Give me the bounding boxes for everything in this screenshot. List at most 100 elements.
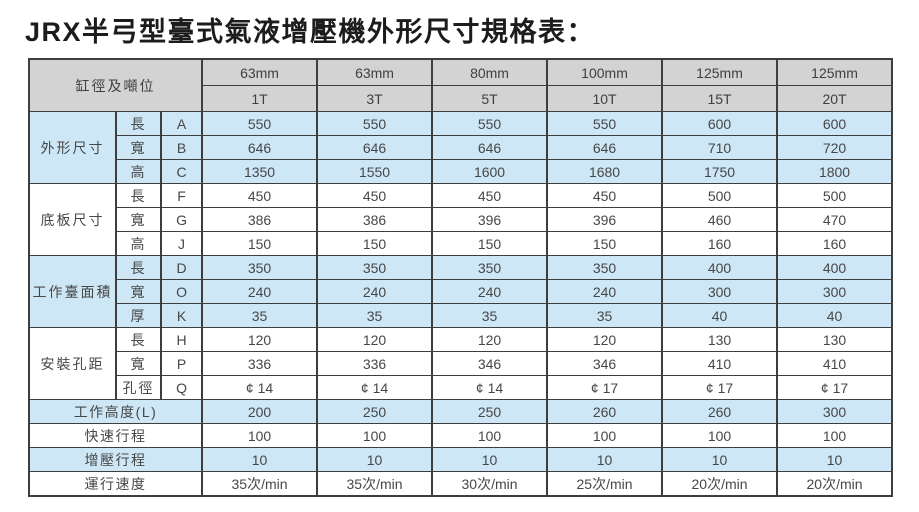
dimension-label-cell: 高 [115, 159, 162, 184]
value-cell: 35次/min [316, 471, 434, 497]
dimension-label-cell: 長 [115, 183, 162, 208]
value-cell: 240 [201, 279, 319, 304]
tonnage-header-cell: 5T [431, 85, 549, 112]
dimension-label-cell: 高 [115, 231, 162, 256]
value-cell: 35次/min [201, 471, 319, 497]
value-cell: 120 [201, 327, 319, 352]
code-label-cell: J [159, 231, 204, 256]
value-cell: 40 [661, 303, 779, 328]
tonnage-header-cell: 3T [316, 85, 434, 112]
group-label-cell: 工作臺面積 [28, 255, 117, 328]
table-row: 工作臺面積 長 D 350 350 350 350 400 400 [28, 255, 894, 328]
bore-header-cell: 125mm [776, 58, 894, 86]
value-cell: 240 [316, 279, 434, 304]
tonnage-header-cell: 10T [546, 85, 664, 112]
code-label-cell: A [159, 111, 204, 136]
value-cell: 550 [201, 111, 319, 136]
value-cell: 550 [316, 111, 434, 136]
value-cell: 646 [316, 135, 434, 160]
value-cell: 120 [546, 327, 664, 352]
code-label-cell: C [159, 159, 204, 184]
code-label-cell: Q [159, 375, 204, 400]
value-cell: 470 [776, 207, 894, 232]
code-label-cell: D [159, 255, 204, 280]
value-cell: 300 [776, 279, 894, 304]
value-cell: 100 [661, 423, 779, 448]
value-cell: 100 [201, 423, 319, 448]
value-cell: 150 [201, 231, 319, 256]
table-row: 工作高度(L) 200 250 250 260 260 300 [27, 399, 894, 424]
dimension-label-cell: 長 [115, 111, 162, 136]
bore-header-cell: 100mm [546, 58, 664, 86]
value-cell: 10 [431, 447, 549, 472]
table-row: 厚 K 35 35 35 35 40 40 [29, 303, 894, 328]
value-cell: ¢ 17 [661, 375, 779, 400]
tonnage-header-cell: 15T [661, 85, 779, 112]
value-cell: 1600 [431, 159, 549, 184]
value-cell: 350 [316, 255, 434, 280]
group-label-cell: 安裝孔距 [28, 327, 117, 400]
value-cell: 1350 [201, 159, 319, 184]
table-row: 安裝孔距 長 H 120 120 120 120 130 130 [28, 327, 894, 400]
table-row: 高 J 150 150 150 150 160 160 [29, 231, 894, 256]
code-label-cell: B [159, 135, 204, 160]
value-cell: 250 [316, 399, 434, 424]
page-title: JRX半弓型臺式氣液增壓機外形尺寸規格表： [25, 17, 596, 47]
value-cell: 240 [546, 279, 664, 304]
value-cell: 346 [431, 351, 549, 376]
value-cell: 120 [316, 327, 434, 352]
value-cell: 550 [546, 111, 664, 136]
summary-label-cell: 運行速度 [27, 471, 204, 497]
value-cell: 450 [546, 183, 664, 208]
value-cell: 250 [431, 399, 549, 424]
value-cell: 646 [201, 135, 319, 160]
value-cell: ¢ 17 [546, 375, 664, 400]
table-row: 運行速度 35次/min 35次/min 30次/min 25次/min 20次… [27, 471, 894, 497]
value-cell: 400 [661, 255, 779, 280]
tonnage-header-cell: 20T [776, 85, 894, 112]
value-cell: 300 [661, 279, 779, 304]
value-cell: 450 [431, 183, 549, 208]
value-cell: 10 [316, 447, 434, 472]
dimension-label-cell: 厚 [115, 303, 162, 328]
value-cell: 346 [546, 351, 664, 376]
value-cell: 10 [661, 447, 779, 472]
value-cell: 646 [431, 135, 549, 160]
table-row: 外形尺寸 長 A 550 550 550 550 600 600 [28, 111, 894, 184]
value-cell: 35 [316, 303, 434, 328]
value-cell: 336 [316, 351, 434, 376]
table-row: 增壓行程 10 10 10 10 10 10 [27, 447, 894, 472]
dimension-label-cell: 長 [115, 327, 162, 352]
bore-header-cell: 63mm [316, 58, 434, 86]
value-cell: 260 [546, 399, 664, 424]
value-cell: 350 [431, 255, 549, 280]
value-cell: 396 [546, 207, 664, 232]
value-cell: 150 [431, 231, 549, 256]
value-cell: 386 [316, 207, 434, 232]
summary-label-cell: 增壓行程 [27, 447, 204, 472]
table-row: 快速行程 100 100 100 100 100 100 [27, 423, 894, 448]
value-cell: 550 [431, 111, 549, 136]
value-cell: 200 [201, 399, 319, 424]
value-cell: 35 [546, 303, 664, 328]
value-cell: ¢ 14 [201, 375, 319, 400]
value-cell: 10 [201, 447, 319, 472]
value-cell: 1550 [316, 159, 434, 184]
value-cell: 350 [546, 255, 664, 280]
value-cell: 35 [201, 303, 319, 328]
code-label-cell: F [159, 183, 204, 208]
table-row: 寬 P 336 336 346 346 410 410 [29, 351, 894, 376]
value-cell: 1800 [776, 159, 894, 184]
value-cell: 1680 [546, 159, 664, 184]
value-cell: 100 [776, 423, 894, 448]
value-cell: 150 [316, 231, 434, 256]
value-cell: 100 [316, 423, 434, 448]
corner-header-cell: 缸徑及噸位 [27, 58, 204, 112]
code-label-cell: G [159, 207, 204, 232]
value-cell: 35 [431, 303, 549, 328]
value-cell: 25次/min [546, 471, 664, 497]
table-row: 高 C 1350 1550 1600 1680 1750 1800 [29, 159, 894, 184]
bore-header-cell: 63mm [201, 58, 319, 86]
value-cell: 396 [431, 207, 549, 232]
value-cell: 336 [201, 351, 319, 376]
